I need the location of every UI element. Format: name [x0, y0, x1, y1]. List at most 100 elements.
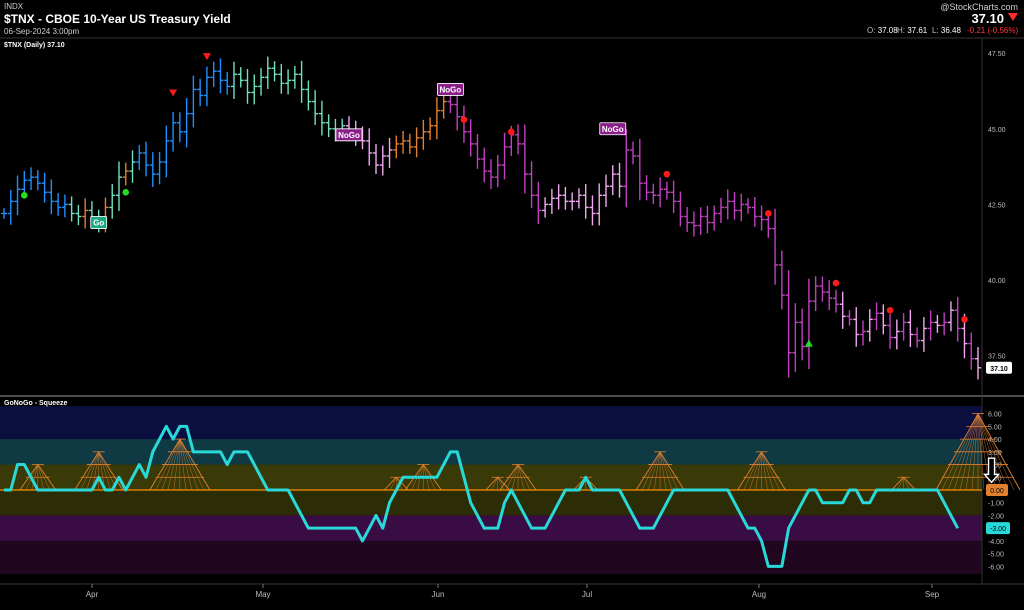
price-panel-label: $TNX (Daily) 37.10	[4, 42, 65, 49]
price-y-tick: 47.50	[988, 51, 1006, 58]
x-tick-label: May	[255, 590, 270, 599]
oscillator-zone	[0, 540, 982, 574]
squeeze-strut	[977, 413, 1009, 491]
squeeze-strut	[31, 464, 39, 491]
signal-badge	[599, 122, 627, 136]
squeeze-strut	[959, 413, 979, 491]
signal-dot	[961, 316, 968, 323]
signal-dot	[663, 170, 671, 178]
ohlc-open: O: 37.08	[867, 26, 898, 35]
squeeze-strut	[511, 464, 519, 491]
squeeze-strut	[517, 464, 525, 491]
squeeze-strut	[179, 439, 199, 491]
x-tick-label: Aug	[752, 590, 766, 599]
squeeze-strut	[941, 413, 979, 491]
squeeze-strut	[505, 464, 519, 491]
squeeze-strut	[179, 439, 193, 491]
squeeze-strut	[749, 451, 762, 491]
oscillator-panel-label: GoNoGo - Squeeze	[4, 400, 68, 407]
ohlc-high: H: 37.61	[897, 26, 928, 35]
ohlc-change: -0.21 (-0.56%)	[967, 26, 1019, 35]
signal-dot	[832, 279, 840, 287]
signal-triangle-down	[202, 53, 211, 61]
squeeze-strut	[179, 439, 187, 491]
squeeze-strut	[98, 451, 111, 491]
price-tag-value: 37.10	[990, 366, 1008, 373]
last-price: 37.10	[971, 11, 1004, 26]
squeeze-strut	[897, 477, 904, 491]
oscillator-y-tick: -6.00	[988, 564, 1004, 571]
squeeze-strut	[491, 477, 498, 491]
squeeze-strut	[155, 438, 181, 491]
x-tick-label: Apr	[86, 590, 99, 599]
signal-dot	[122, 188, 130, 196]
oscillator-y-tick: 4.00	[988, 437, 1002, 444]
chart-title: $TNX - CBOE 10-Year US Treasury Yield	[4, 12, 231, 26]
oscillator-zone	[0, 406, 982, 440]
zero-tag	[986, 484, 1008, 496]
squeeze-strut	[86, 451, 99, 491]
down-arrow-icon	[982, 457, 1001, 484]
squeeze-strut	[947, 413, 979, 491]
squeeze-strut	[761, 451, 774, 491]
ohlc-low: L: 36.48	[932, 26, 961, 35]
oscillator-tag-value: -3.00	[990, 526, 1006, 533]
signal-dot	[765, 210, 772, 217]
squeeze-strut	[977, 413, 1003, 491]
price-y-tick: 45.00	[988, 127, 1006, 134]
squeeze-grid	[499, 463, 537, 491]
oscillator-y-tick: -2.00	[988, 513, 1004, 520]
squeeze-strut	[98, 451, 117, 491]
oscillator-zone	[0, 439, 982, 465]
squeeze-strut	[977, 413, 1015, 491]
oscillator-y-tick: 3.00	[988, 450, 1002, 457]
oscillator-y-tick: -4.00	[988, 539, 1004, 546]
price-tag	[986, 361, 1012, 374]
squeeze-grid	[891, 476, 916, 491]
squeeze-grid	[149, 438, 211, 491]
signal-dot	[507, 128, 515, 136]
squeeze-strut	[167, 439, 181, 491]
squeeze-strut	[497, 477, 504, 491]
squeeze-strut	[37, 464, 51, 491]
squeeze-strut	[641, 451, 661, 491]
price-y-tick: 40.00	[988, 278, 1006, 285]
squeeze-strut	[517, 464, 531, 491]
squeeze-grid	[74, 450, 124, 491]
squeeze-strut	[977, 413, 985, 491]
squeeze-strut	[971, 413, 979, 491]
signal-badge-label: NoGo	[338, 131, 360, 140]
brand-logo: @StockCharts.com	[940, 2, 1018, 12]
signal-dot	[886, 306, 894, 314]
squeeze-strut	[173, 439, 181, 491]
signal-badge-label: NoGo	[440, 85, 462, 94]
signal-badge	[90, 216, 108, 229]
down-arrow-icon	[1008, 13, 1018, 21]
squeeze-strut	[161, 439, 181, 491]
signal-dot	[460, 116, 468, 123]
squeeze-strut	[743, 451, 762, 491]
squeeze-strut	[390, 477, 397, 491]
signal-badge	[335, 128, 363, 142]
zero-tag-value: 0.00	[990, 488, 1004, 495]
price-y-tick: 42.50	[988, 202, 1006, 209]
signal-triangle-down	[169, 89, 178, 97]
price-y-tick: 37.50	[988, 354, 1006, 361]
squeeze-strut	[80, 451, 99, 491]
squeeze-grid	[737, 450, 786, 491]
squeeze-strut	[953, 413, 979, 491]
squeeze-grid	[485, 476, 511, 491]
squeeze-strut	[659, 451, 679, 491]
x-tick-label: Jun	[432, 590, 445, 599]
squeeze-strut	[903, 477, 910, 491]
oscillator-y-tick: -5.00	[988, 552, 1004, 559]
oscillator-line	[4, 424, 960, 568]
squeeze-strut	[647, 451, 661, 491]
chart-date: 06-Sep-2024 3:00pm	[4, 27, 80, 36]
squeeze-strut	[653, 451, 661, 491]
signal-badge	[437, 83, 464, 96]
signal-badge-label: Go	[93, 219, 104, 228]
exchange-label: INDX	[4, 2, 24, 11]
squeeze-strut	[755, 451, 762, 491]
